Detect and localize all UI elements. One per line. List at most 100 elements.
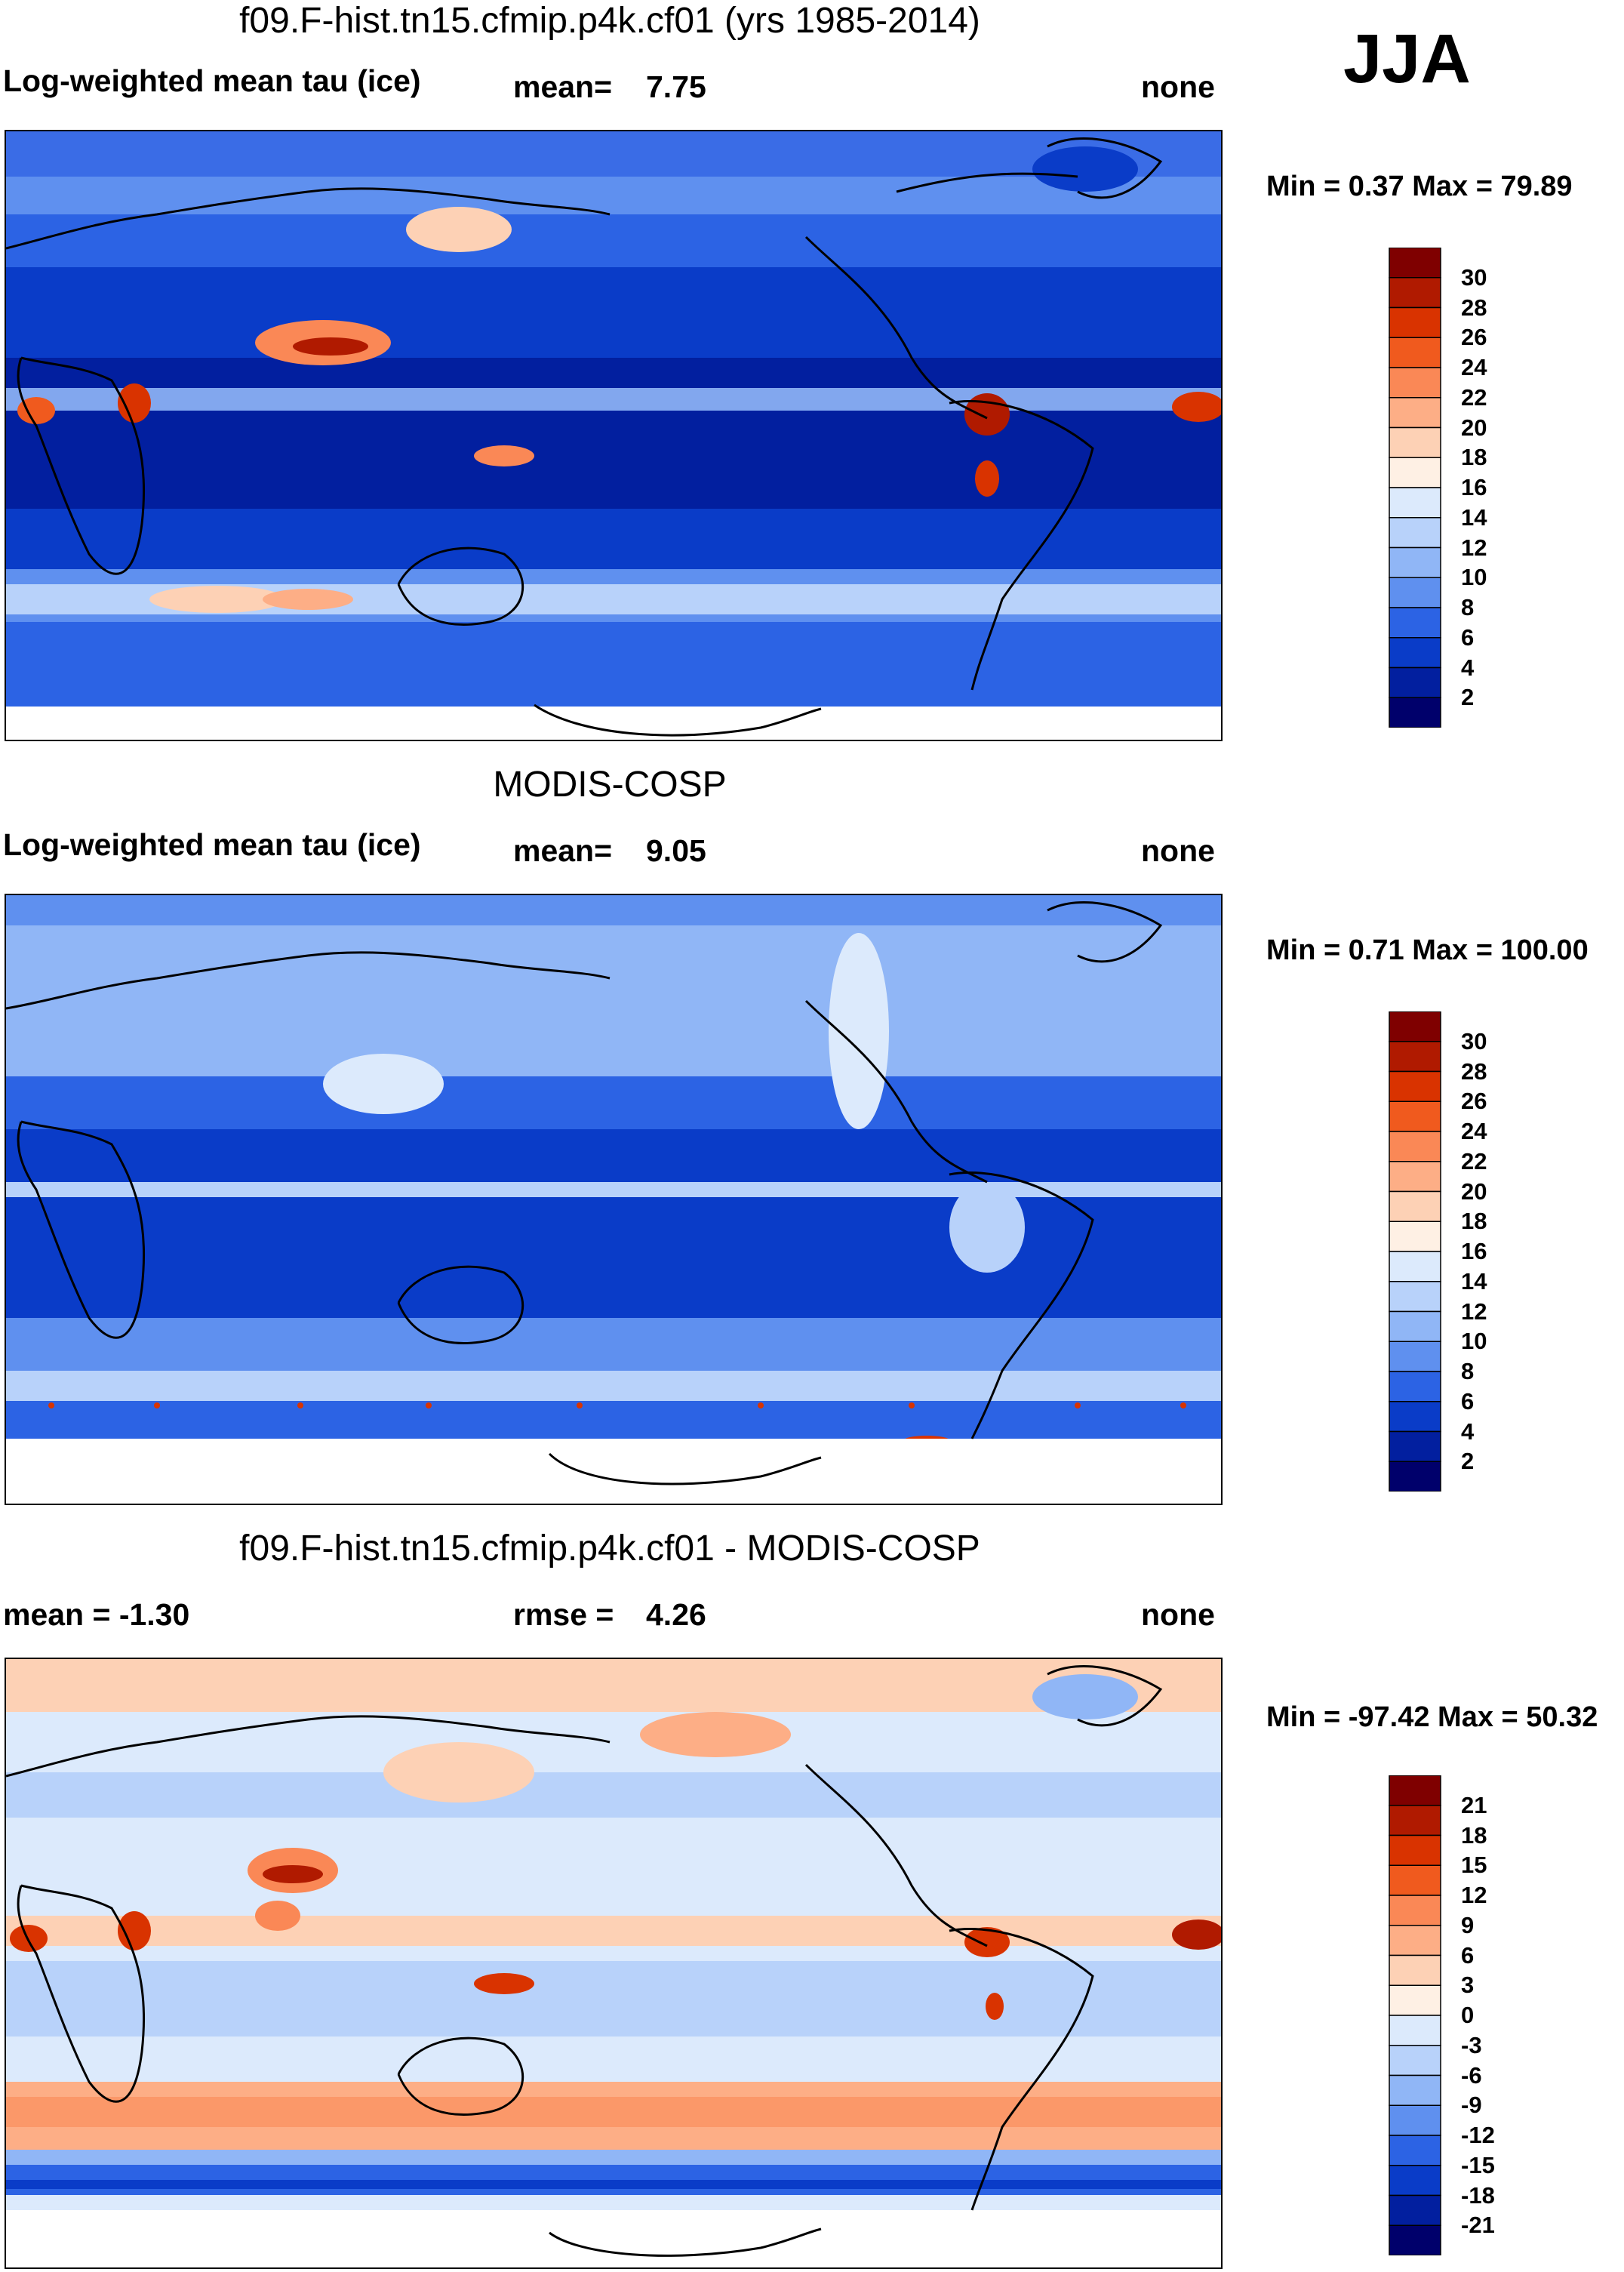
colorbar-tick-label: 22 — [1461, 1147, 1487, 1174]
colorbar-swatch — [1389, 1430, 1441, 1462]
colorbar-tick-label: 3 — [1461, 1972, 1475, 1999]
colorbar-tick-label: 2 — [1461, 684, 1475, 711]
colorbar-swatch — [1389, 1805, 1441, 1836]
colorbar-swatch — [1389, 247, 1441, 279]
colorbar-swatch — [1389, 1011, 1441, 1042]
colorbar-swatch — [1389, 1190, 1441, 1222]
colorbar-tick-label: 2 — [1461, 1448, 1475, 1475]
colorbar-tick-label: 14 — [1461, 503, 1487, 531]
colorbar-tick-label: 6 — [1461, 623, 1475, 651]
colorbar-tick-label: 14 — [1461, 1267, 1487, 1295]
colorbar-tick-label: 6 — [1461, 1387, 1475, 1415]
colorbar-tick-label: 21 — [1461, 1791, 1487, 1818]
colorbar-swatch — [1389, 1834, 1441, 1866]
colorbar-swatch — [1389, 2074, 1441, 2106]
colorbar-swatch — [1389, 637, 1441, 669]
colorbar-tick-label: 22 — [1461, 383, 1487, 411]
panel-model-title: f09.F-hist.tn15.cfmip.p4k.cf01 (yrs 1985… — [239, 1, 980, 41]
colorbar-tick-label: 8 — [1461, 594, 1475, 620]
panel-model-variable-label: Log-weighted mean tau (ice) — [3, 63, 421, 98]
colorbar-tick-label: 28 — [1461, 294, 1487, 321]
colorbar-swatch — [1389, 667, 1441, 698]
colorbar-swatch — [1389, 1401, 1441, 1433]
panel-model-minmax: Min = 0.37 Max = 79.89 — [1266, 171, 1573, 202]
panel-obs-colorbar — [1389, 1011, 1441, 1492]
panel-diff-stat-value: 4.26 — [646, 1597, 706, 1632]
colorbar-tick-label: 4 — [1461, 654, 1475, 681]
colorbar-tick-label: 9 — [1461, 1911, 1475, 1938]
colorbar-swatch — [1389, 607, 1441, 639]
panel-model-colorbar-swatches — [1389, 247, 1441, 728]
colorbar-swatch — [1389, 426, 1441, 458]
colorbar-swatch — [1389, 1984, 1441, 2016]
panel-obs-minmax: Min = 0.71 Max = 100.00 — [1266, 934, 1589, 966]
colorbar-swatch — [1389, 1131, 1441, 1162]
colorbar-tick-label: -9 — [1461, 2092, 1482, 2119]
panel-model-map — [5, 130, 1223, 741]
colorbar-tick-label: -21 — [1461, 2212, 1495, 2239]
colorbar-swatch — [1389, 277, 1441, 309]
panel-obs-variable-label: Log-weighted mean tau (ice) — [3, 827, 421, 862]
colorbar-swatch — [1389, 546, 1441, 578]
panel-diff-colorbar-swatches — [1389, 1775, 1441, 2256]
colorbar-tick-label: 30 — [1461, 263, 1487, 291]
panel-model-colorbar — [1389, 247, 1441, 728]
panel-obs-stat-value: 9.05 — [646, 833, 706, 868]
colorbar-swatch — [1389, 2194, 1441, 2226]
colorbar-swatch — [1389, 1371, 1441, 1402]
colorbar-swatch — [1389, 1461, 1441, 1492]
colorbar-swatch — [1389, 2224, 1441, 2256]
colorbar-swatch — [1389, 697, 1441, 728]
colorbar-swatch — [1389, 2135, 1441, 2166]
panel-diff-minmax: Min = -97.42 Max = 50.32 — [1266, 1701, 1598, 1733]
colorbar-tick-label: 20 — [1461, 414, 1487, 441]
colorbar-tick-label: 8 — [1461, 1358, 1475, 1384]
panel-obs-title: MODIS-COSP — [493, 765, 727, 805]
colorbar-swatch — [1389, 1895, 1441, 1926]
colorbar-tick-label: -15 — [1461, 2151, 1495, 2178]
colorbar-swatch — [1389, 337, 1441, 368]
colorbar-swatch — [1389, 1864, 1441, 1896]
colorbar-swatch — [1389, 367, 1441, 399]
colorbar-tick-label: 18 — [1461, 1821, 1487, 1849]
colorbar-swatch — [1389, 2104, 1441, 2136]
panel-obs-map — [5, 894, 1223, 1505]
colorbar-tick-label: 12 — [1461, 1882, 1487, 1908]
colorbar-swatch — [1389, 1775, 1441, 1806]
colorbar-tick-label: 12 — [1461, 1298, 1487, 1325]
colorbar-tick-label: 28 — [1461, 1057, 1487, 1085]
panel-diff-mean-label: mean = -1.30 — [3, 1597, 190, 1632]
colorbar-tick-label: 24 — [1461, 354, 1487, 380]
colorbar-swatch — [1389, 1954, 1441, 1986]
colorbar-swatch — [1389, 2165, 1441, 2197]
colorbar-tick-label: 30 — [1461, 1027, 1487, 1054]
colorbar-tick-label: 20 — [1461, 1178, 1487, 1205]
colorbar-swatch — [1389, 1310, 1441, 1342]
colorbar-swatch — [1389, 1925, 1441, 1956]
colorbar-tick-label: -6 — [1461, 2061, 1482, 2089]
panel-diff-map — [5, 1658, 1223, 2269]
colorbar-swatch — [1389, 517, 1441, 549]
colorbar-tick-label: 4 — [1461, 1418, 1475, 1445]
colorbar-swatch — [1389, 397, 1441, 429]
panel-obs-colorbar-swatches — [1389, 1011, 1441, 1492]
colorbar-tick-label: 6 — [1461, 1941, 1475, 1969]
colorbar-swatch — [1389, 1341, 1441, 1372]
panel-obs-stat-label: mean= — [513, 833, 613, 868]
colorbar-tick-label: 15 — [1461, 1852, 1487, 1879]
colorbar-tick-label: 26 — [1461, 1088, 1487, 1115]
colorbar-swatch — [1389, 2045, 1441, 2077]
panel-model-stat-label: mean= — [513, 69, 613, 104]
colorbar-swatch — [1389, 1161, 1441, 1193]
colorbar-swatch — [1389, 487, 1441, 519]
colorbar-tick-label: 10 — [1461, 564, 1487, 591]
colorbar-tick-label: -18 — [1461, 2181, 1495, 2209]
colorbar-swatch — [1389, 1221, 1441, 1252]
panel-model-stat-value: 7.75 — [646, 69, 706, 104]
colorbar-swatch — [1389, 457, 1441, 488]
colorbar-swatch — [1389, 1070, 1441, 1102]
colorbar-swatch — [1389, 1041, 1441, 1073]
colorbar-tick-label: 16 — [1461, 1238, 1487, 1264]
colorbar-swatch — [1389, 1281, 1441, 1313]
panel-diff-stat-label: rmse = — [513, 1597, 614, 1632]
